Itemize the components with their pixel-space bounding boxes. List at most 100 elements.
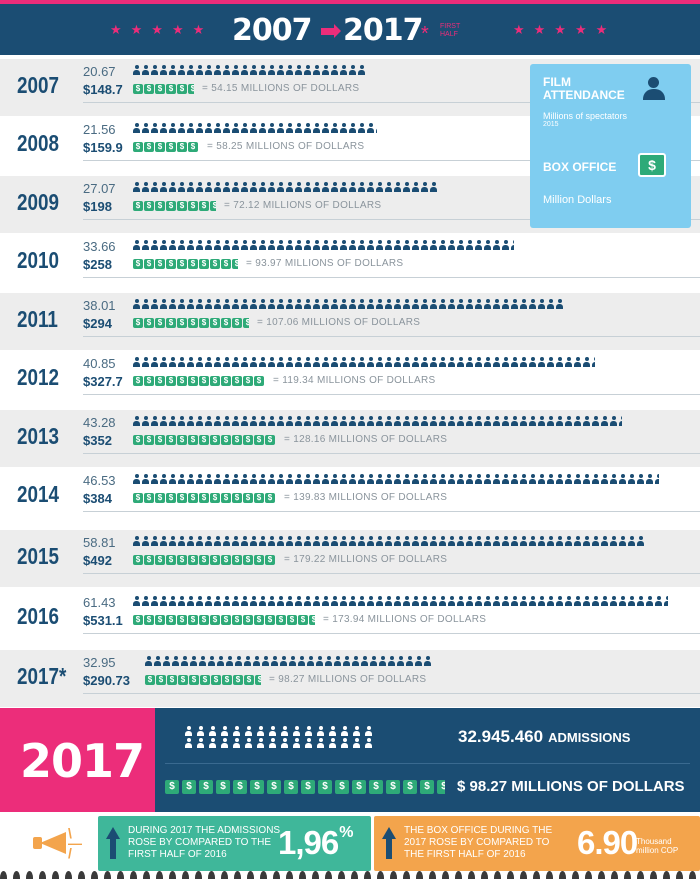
person-icon	[307, 656, 314, 666]
person-icon	[286, 182, 293, 192]
person-icon	[466, 536, 473, 546]
person-icon	[187, 536, 194, 546]
person-icon	[241, 357, 248, 367]
person-icon	[421, 416, 428, 426]
person-icon	[610, 536, 617, 546]
header-banner: ★★★★★ 2007 2017 * First half ★★★★★	[0, 0, 700, 55]
person-icon	[322, 123, 329, 133]
person-icon	[439, 536, 446, 546]
person-icon	[358, 357, 365, 367]
person-icon	[187, 474, 194, 484]
person-icon	[385, 596, 392, 606]
person-icon	[394, 474, 401, 484]
person-icon	[214, 240, 221, 250]
person-icon	[484, 536, 491, 546]
dollar-icon: $	[254, 435, 264, 445]
person-icon	[412, 299, 419, 309]
person-icon	[421, 536, 428, 546]
person-icon	[412, 536, 419, 546]
person-icon	[241, 65, 248, 75]
person-icon	[295, 240, 302, 250]
person-icon	[430, 596, 437, 606]
person-icon	[142, 123, 149, 133]
row-people-icons	[133, 240, 514, 252]
person-icon	[241, 536, 248, 546]
dollar-icon: $	[144, 435, 154, 445]
person-icon	[185, 738, 195, 748]
person-icon	[280, 656, 287, 666]
row-year: 2016	[17, 603, 59, 629]
dollar-icon: $	[210, 615, 220, 625]
person-icon	[619, 474, 626, 484]
dollar-icon: $	[199, 435, 209, 445]
person-icon	[322, 240, 329, 250]
person-icon	[655, 596, 662, 606]
person-icon	[385, 474, 392, 484]
person-icon	[214, 596, 221, 606]
person-icon	[601, 536, 608, 546]
dollar-icon: $	[232, 615, 242, 625]
person-icon	[583, 596, 590, 606]
person-icon	[169, 299, 176, 309]
person-icon	[538, 299, 545, 309]
dollar-icon: $	[166, 493, 176, 503]
person-icon	[484, 416, 491, 426]
person-icon	[277, 65, 284, 75]
person-icon	[394, 416, 401, 426]
person-icon	[583, 474, 590, 484]
person-icon	[349, 65, 356, 75]
row-attendance: 21.56	[83, 122, 116, 137]
row-millions-usd: = 139.83 MILLIONS OF DOLLARS	[284, 492, 448, 503]
person-icon	[430, 299, 437, 309]
person-icon	[331, 65, 338, 75]
person-icon	[250, 536, 257, 546]
person-icon	[457, 416, 464, 426]
dollar-icon: $	[232, 376, 242, 386]
person-icon	[529, 474, 536, 484]
dollar-icon: $	[221, 376, 231, 386]
person-icon	[376, 123, 377, 133]
person-icon	[268, 536, 275, 546]
person-icon	[205, 182, 212, 192]
person-icon	[565, 536, 572, 546]
person-icon	[245, 738, 255, 748]
person-icon	[493, 357, 500, 367]
person-icon	[322, 474, 329, 484]
person-icon	[205, 123, 212, 133]
row-money-icons: $$$$$$$$$$$$$$$$$$$$	[145, 675, 261, 687]
dollar-icon: $	[243, 435, 253, 445]
person-icon	[448, 416, 455, 426]
person-icon	[340, 416, 347, 426]
person-icon	[601, 416, 608, 426]
person-icon	[142, 65, 149, 75]
person-icon	[250, 474, 257, 484]
person-icon	[196, 596, 203, 606]
person-icon	[349, 123, 356, 133]
dollar-icon: $	[369, 780, 383, 794]
person-icon	[556, 357, 563, 367]
person-icon	[235, 656, 242, 666]
person-icon	[221, 738, 231, 748]
row-millions-usd: = 107.06 MILLIONS OF DOLLARS	[257, 317, 421, 328]
dollar-icon: $	[188, 376, 198, 386]
dollar-icon: $	[155, 376, 165, 386]
person-icon	[142, 474, 149, 484]
dollar-icon: $	[144, 555, 154, 565]
person-icon	[232, 357, 239, 367]
dollar-icon: $	[155, 493, 165, 503]
person-icon	[214, 416, 221, 426]
person-icon	[457, 299, 464, 309]
person-icon	[295, 65, 302, 75]
person-icon	[358, 182, 365, 192]
person-icon	[388, 656, 395, 666]
person-icon	[232, 182, 239, 192]
person-icon	[196, 474, 203, 484]
person-icon	[457, 596, 464, 606]
person-icon	[565, 416, 572, 426]
person-icon	[169, 65, 176, 75]
person-icon	[520, 596, 527, 606]
person-icon	[160, 299, 167, 309]
dollar-icon: $	[144, 493, 154, 503]
person-icon	[169, 182, 176, 192]
person-icon	[142, 299, 149, 309]
